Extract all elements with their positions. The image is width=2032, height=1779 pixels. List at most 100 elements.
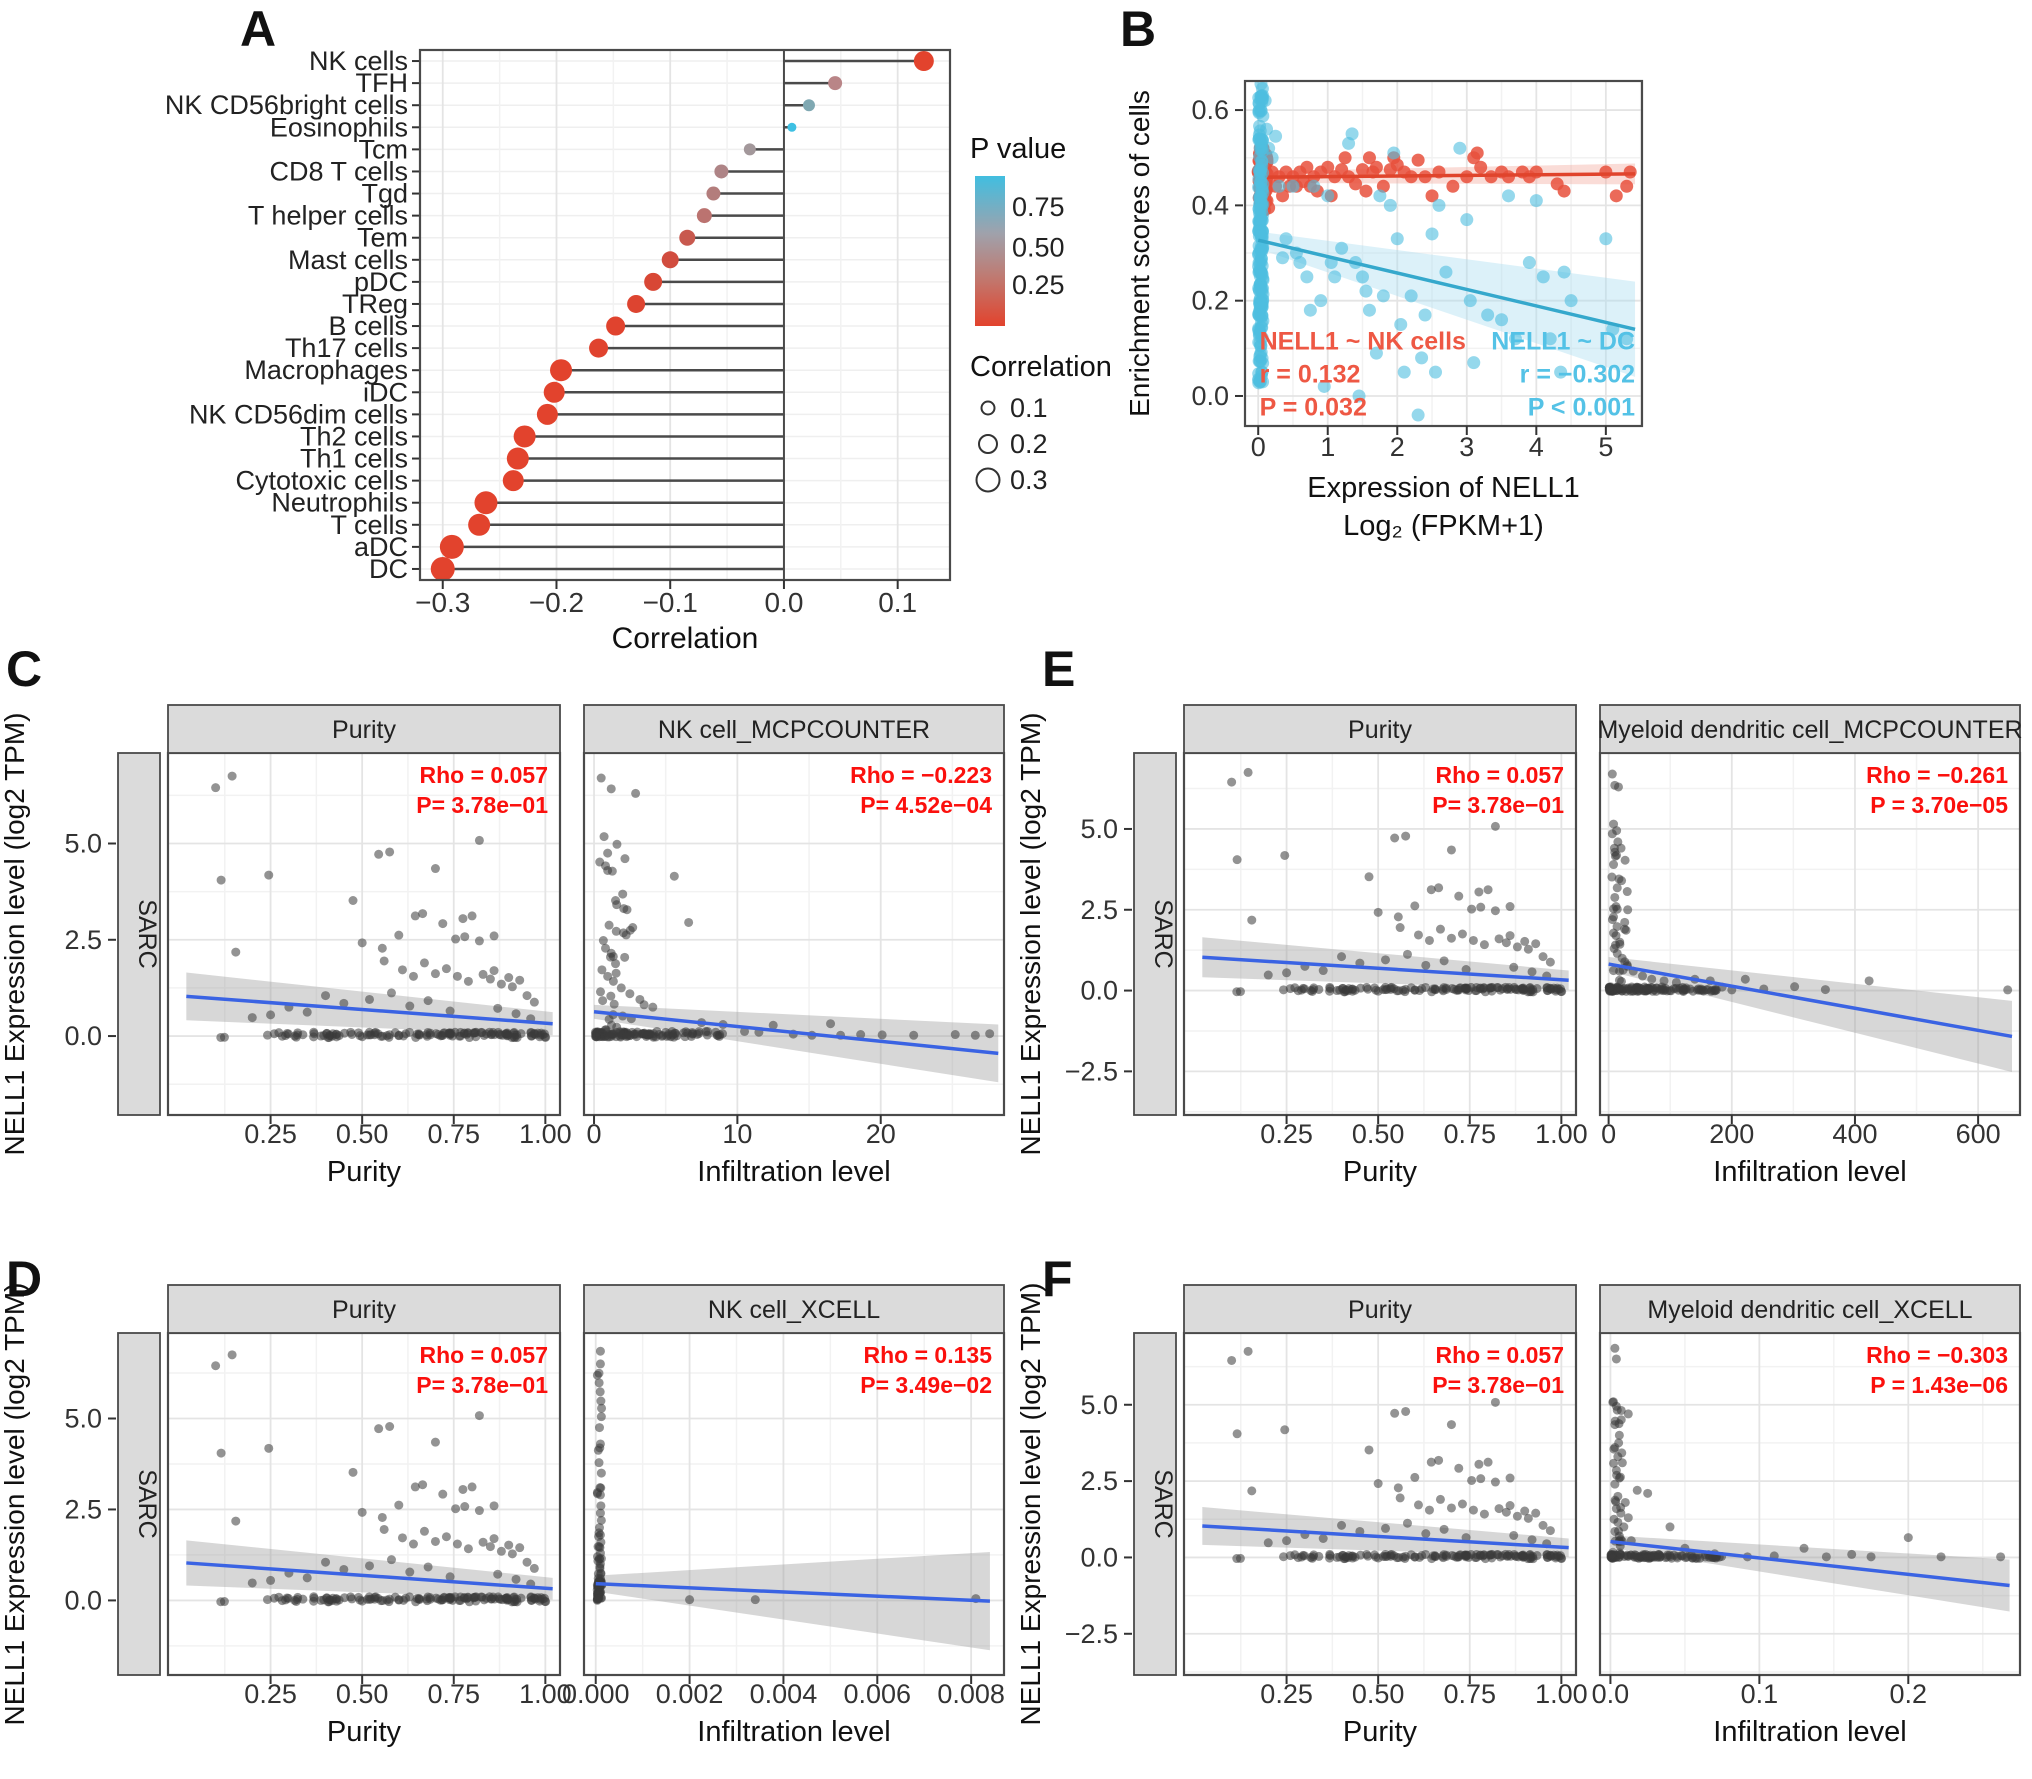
svg-text:0.0: 0.0 <box>1191 381 1229 411</box>
svg-text:0.50: 0.50 <box>336 1679 389 1709</box>
svg-text:Rho = −0.223: Rho = −0.223 <box>850 762 992 788</box>
svg-text:0.1: 0.1 <box>1741 1679 1779 1709</box>
svg-text:Th2 cells: Th2 cells <box>300 421 408 451</box>
svg-text:SARC: SARC <box>133 899 161 968</box>
svg-text:P = 0.032: P = 0.032 <box>1260 393 1367 421</box>
svg-text:1.00: 1.00 <box>519 1119 572 1149</box>
svg-text:3: 3 <box>1459 432 1474 462</box>
svg-text:Purity: Purity <box>1343 1716 1418 1748</box>
panel-letter-b: B <box>1120 1 1157 57</box>
svg-text:0.6: 0.6 <box>1191 95 1229 125</box>
svg-text:Purity: Purity <box>332 1296 396 1324</box>
svg-text:Purity: Purity <box>332 716 396 744</box>
svg-text:−2.5: −2.5 <box>1065 1619 1118 1649</box>
svg-text:0.25: 0.25 <box>244 1679 297 1709</box>
svg-text:NELL1 Expression level (log2 T: NELL1 Expression level (log2 TPM) <box>1016 712 1046 1155</box>
panel-b-scatter-chart: Enrichment scores of cells 0.0 0.2 0.4 0.6 NE… <box>1115 8 2030 653</box>
svg-text:0: 0 <box>587 1119 602 1149</box>
svg-text:Rho = 0.135: Rho = 0.135 <box>864 1342 993 1368</box>
svg-text:−0.3: −0.3 <box>415 587 470 618</box>
panel-e-faceted-scatter: NELL1 Expression level (log2 TPM) −2.5 0.0… <box>1016 655 2032 1230</box>
svg-text:P= 3.49e−02: P= 3.49e−02 <box>860 1372 992 1398</box>
svg-text:1.00: 1.00 <box>1535 1119 1588 1149</box>
svg-text:P= 3.78e−01: P= 3.78e−01 <box>1432 1372 1564 1398</box>
svg-text:P = 3.70e−05: P = 3.70e−05 <box>1870 792 2008 818</box>
svg-text:Mast cells: Mast cells <box>288 245 408 275</box>
svg-text:200: 200 <box>1709 1119 1754 1149</box>
panel-f-faceted-scatter: NELL1 Expression level (log2 TPM) −2.5 0.0… <box>1016 1235 2032 1779</box>
svg-text:−2.5: −2.5 <box>1065 1056 1118 1086</box>
svg-text:20: 20 <box>866 1119 896 1149</box>
svg-text:0.2: 0.2 <box>1191 286 1229 316</box>
svg-text:0.0: 0.0 <box>1080 1542 1118 1572</box>
svg-text:P = 1.43e−06: P = 1.43e−06 <box>1870 1372 2008 1398</box>
svg-text:0.0: 0.0 <box>1592 1679 1630 1709</box>
svg-text:P= 3.78e−01: P= 3.78e−01 <box>1432 792 1564 818</box>
svg-text:4: 4 <box>1529 432 1544 462</box>
svg-text:Th1 cells: Th1 cells <box>300 444 408 474</box>
svg-text:pDC: pDC <box>354 267 408 297</box>
svg-text:0.0: 0.0 <box>764 587 803 618</box>
svg-text:5.0: 5.0 <box>64 829 102 859</box>
svg-text:B cells: B cells <box>328 311 408 341</box>
svg-text:Macrophages: Macrophages <box>244 355 408 385</box>
svg-text:0.75: 0.75 <box>1012 192 1065 222</box>
svg-text:Correlation: Correlation <box>612 622 759 653</box>
svg-text:Tgd: Tgd <box>361 179 408 209</box>
svg-text:0.002: 0.002 <box>656 1679 724 1709</box>
svg-text:Rho = 0.057: Rho = 0.057 <box>420 1342 548 1368</box>
svg-text:Purity: Purity <box>1348 716 1412 744</box>
svg-text:Cytotoxic cells: Cytotoxic cells <box>235 466 408 496</box>
svg-text:5.0: 5.0 <box>64 1404 102 1434</box>
svg-text:5.0: 5.0 <box>1080 1390 1118 1420</box>
svg-text:0.50: 0.50 <box>336 1119 389 1149</box>
svg-text:P value: P value <box>970 133 1066 165</box>
svg-text:P= 3.78e−01: P= 3.78e−01 <box>416 792 548 818</box>
svg-text:Tem: Tem <box>357 223 408 253</box>
svg-text:0.25: 0.25 <box>1260 1679 1313 1709</box>
svg-text:0: 0 <box>1251 432 1266 462</box>
svg-text:Rho = 0.057: Rho = 0.057 <box>420 762 548 788</box>
svg-text:0.50: 0.50 <box>1012 233 1065 263</box>
svg-text:0.25: 0.25 <box>244 1119 297 1149</box>
panel-d-faceted-scatter: NELL1 Expression level (log2 TPM) 0.0 2.5 5… <box>0 1235 1016 1779</box>
svg-text:0.1: 0.1 <box>878 587 917 618</box>
svg-text:Rho = 0.057: Rho = 0.057 <box>1436 762 1564 788</box>
svg-text:TReg: TReg <box>342 289 408 319</box>
svg-text:10: 10 <box>722 1119 752 1149</box>
svg-text:NK cell_XCELL: NK cell_XCELL <box>708 1296 880 1324</box>
svg-text:0.008: 0.008 <box>937 1679 1005 1709</box>
svg-text:Rho = −0.303: Rho = −0.303 <box>1866 1342 2008 1368</box>
svg-text:T helper cells: T helper cells <box>248 201 408 231</box>
svg-text:Enrichment scores of cells: Enrichment scores of cells <box>1124 90 1155 417</box>
svg-text:Expression of NELL1: Expression of NELL1 <box>1307 472 1579 504</box>
svg-text:aDC: aDC <box>354 532 408 562</box>
svg-text:SARC: SARC <box>1149 899 1177 968</box>
svg-text:P= 4.52e−04: P= 4.52e−04 <box>860 792 992 818</box>
svg-text:0: 0 <box>1601 1119 1616 1149</box>
svg-text:Myeloid dendritic cell_MCPCOUN: Myeloid dendritic cell_MCPCOUNTER <box>1597 716 2022 744</box>
svg-text:Rho = −0.261: Rho = −0.261 <box>1866 762 2008 788</box>
svg-text:NELL1 Expression level (log2 T: NELL1 Expression level (log2 TPM) <box>1016 1282 1046 1725</box>
svg-text:0.006: 0.006 <box>844 1679 912 1709</box>
svg-text:Infiltration level: Infiltration level <box>697 1156 890 1188</box>
svg-text:P= 3.78e−01: P= 3.78e−01 <box>416 1372 548 1398</box>
panel-letter-c: C <box>6 641 43 697</box>
svg-text:1.00: 1.00 <box>519 1679 572 1709</box>
svg-text:0.4: 0.4 <box>1191 190 1229 220</box>
svg-text:0.000: 0.000 <box>562 1679 630 1709</box>
svg-text:T cells: T cells <box>330 510 408 540</box>
svg-text:Th17 cells: Th17 cells <box>285 333 408 363</box>
svg-text:DC: DC <box>369 554 408 584</box>
svg-text:0.75: 0.75 <box>427 1679 480 1709</box>
svg-text:NELL1 ~ DC: NELL1 ~ DC <box>1491 327 1635 355</box>
svg-text:Neutrophils: Neutrophils <box>271 488 408 518</box>
svg-text:0.2: 0.2 <box>1890 1679 1928 1709</box>
svg-text:Purity: Purity <box>1348 1296 1412 1324</box>
svg-text:0.0: 0.0 <box>64 1021 102 1051</box>
svg-text:CD8 T cells: CD8 T cells <box>269 156 408 186</box>
svg-text:400: 400 <box>1832 1119 1877 1149</box>
svg-text:0.25: 0.25 <box>1012 270 1065 300</box>
svg-text:0.50: 0.50 <box>1352 1679 1405 1709</box>
